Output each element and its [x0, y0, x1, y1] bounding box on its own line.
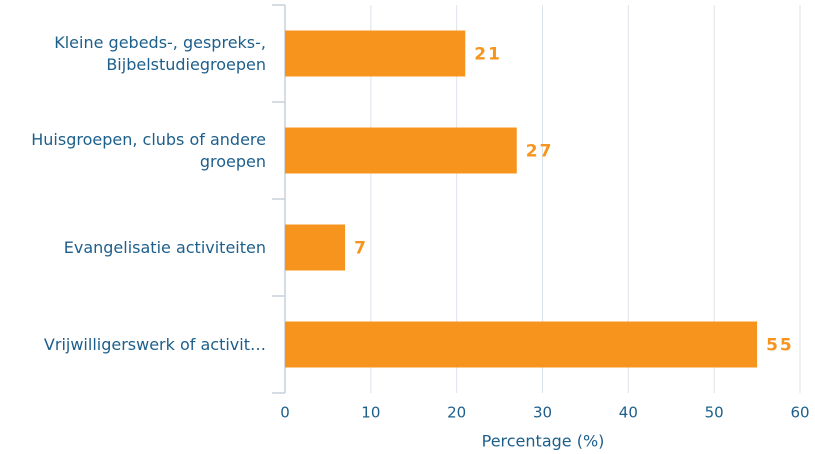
x-axis-title: Percentage (%) — [482, 432, 605, 451]
y-tick-label: Huisgroepen, clubs of andere groepen — [31, 129, 266, 171]
y-tick-label: Evangelisatie activiteiten — [63, 237, 266, 257]
y-tick-label: Vrijwilligerswerk of activit… — [43, 334, 266, 354]
value-label: 55 — [766, 336, 794, 356]
value-label: 21 — [474, 45, 502, 65]
x-tick-label: 20 — [447, 404, 466, 422]
bar — [285, 30, 466, 77]
value-label: 7 — [354, 239, 368, 259]
value-label: 27 — [526, 142, 554, 162]
y-tick-label: Kleine gebeds-, gespreks-, Bijbelstudieg… — [54, 32, 266, 74]
bar — [285, 224, 346, 271]
x-tick-label: 50 — [705, 404, 724, 422]
x-tick-label: 30 — [533, 404, 552, 422]
bar — [285, 321, 758, 368]
bar — [285, 127, 517, 174]
x-tick-label: 40 — [619, 404, 638, 422]
x-tick-label: 60 — [790, 404, 809, 422]
x-tick-label: 0 — [280, 404, 290, 422]
x-tick-label: 10 — [361, 404, 380, 422]
